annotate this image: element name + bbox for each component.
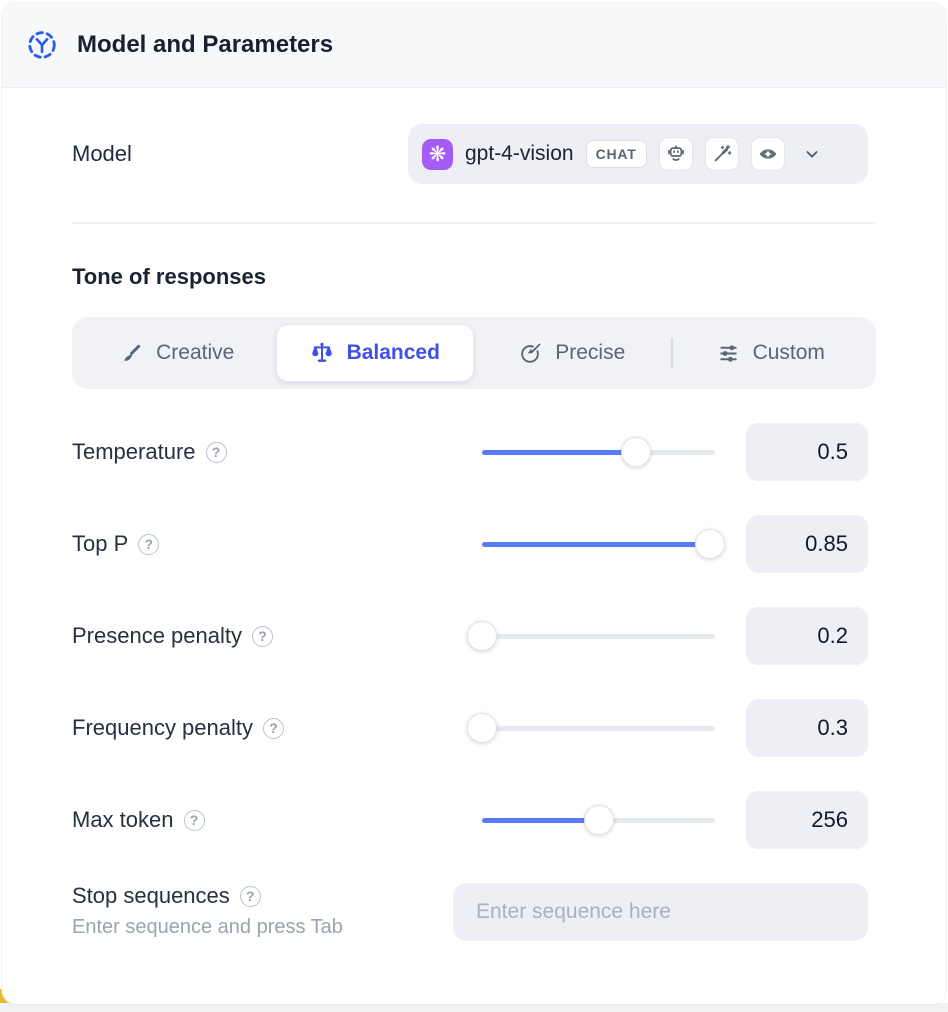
magic-wand-icon: [704, 137, 739, 171]
help-icon[interactable]: ?: [263, 717, 284, 739]
param-row-temperature: Temperature ? 0.5: [72, 423, 868, 481]
slider-track: [482, 634, 715, 639]
model-row: Model ❋ gpt-4-vision CHAT: [72, 124, 868, 184]
model-select[interactable]: ❋ gpt-4-vision CHAT: [408, 124, 868, 184]
param-row-top-p: Top P ? 0.85: [72, 515, 868, 573]
tab-precise[interactable]: Precise: [474, 324, 671, 382]
tone-tabs: Creative Balanced: [72, 317, 876, 389]
slider-fill: [482, 450, 636, 455]
page-title: Model and Parameters: [77, 31, 334, 58]
param-label: Max token: [72, 807, 174, 832]
parameters-section: Temperature ? 0.5 Top P ?: [2, 423, 946, 849]
help-icon[interactable]: ?: [183, 809, 205, 831]
balance-scale-icon: [310, 341, 334, 365]
paintbrush-icon: [120, 342, 143, 365]
param-row-frequency-penalty: Frequency penalty ? 0.3: [72, 699, 868, 757]
presence-penalty-slider[interactable]: [467, 621, 715, 651]
stop-sequences-hint: Enter sequence and press Tab: [72, 916, 343, 938]
param-row-presence-penalty: Presence penalty ? 0.2: [72, 607, 868, 665]
slider-fill: [482, 542, 711, 547]
slider-thumb[interactable]: [695, 529, 726, 559]
temperature-value[interactable]: 0.5: [746, 423, 868, 481]
tab-label: Precise: [555, 341, 626, 364]
slider-thumb[interactable]: [467, 621, 497, 651]
stop-sequences-label-block: Stop sequences ? Enter sequence and pres…: [72, 883, 343, 939]
help-icon[interactable]: ?: [239, 885, 261, 907]
frequency-penalty-slider[interactable]: [467, 713, 715, 743]
sliders-icon: [717, 342, 740, 365]
top-p-value[interactable]: 0.85: [746, 515, 868, 573]
max-token-value[interactable]: 256: [746, 791, 868, 849]
slider-track: [482, 726, 715, 731]
top-p-slider[interactable]: [482, 529, 726, 559]
card-header: Model and Parameters: [2, 3, 946, 88]
robot-icon: [658, 137, 693, 171]
slider-track: [482, 542, 715, 547]
model-node-icon: [26, 29, 58, 61]
slider-thumb[interactable]: [583, 805, 614, 835]
slider-track: [482, 450, 715, 455]
stop-sequences-label: Stop sequences: [72, 883, 230, 908]
param-label: Frequency penalty: [72, 715, 253, 740]
model-name: gpt-4-vision: [465, 142, 574, 165]
tab-label: Custom: [752, 341, 825, 364]
tab-balanced[interactable]: Balanced: [275, 324, 474, 382]
slider-fill: [482, 818, 599, 823]
help-icon[interactable]: ?: [138, 533, 160, 555]
stop-sequences-row: Stop sequences ? Enter sequence and pres…: [72, 883, 868, 941]
tab-label: Creative: [156, 341, 235, 364]
settings-card: Model and Parameters Model ❋ gpt-4-visio…: [2, 3, 946, 1004]
tab-label: Balanced: [346, 341, 440, 364]
model-label: Model: [72, 141, 132, 166]
param-label: Presence penalty: [72, 623, 242, 648]
tone-section-title: Tone of responses: [72, 264, 266, 289]
tab-separator: [670, 338, 673, 368]
vision-eye-icon: [750, 137, 785, 171]
help-icon[interactable]: ?: [252, 625, 273, 647]
tab-custom[interactable]: Custom: [673, 324, 870, 382]
frequency-penalty-value[interactable]: 0.3: [746, 699, 868, 757]
target-arrow-icon: [519, 341, 543, 365]
section-divider: [72, 222, 876, 224]
chat-type-badge: CHAT: [585, 140, 647, 168]
temperature-slider[interactable]: [482, 437, 715, 467]
presence-penalty-value[interactable]: 0.2: [746, 607, 868, 665]
chevron-down-icon: [803, 145, 821, 163]
param-label: Temperature: [72, 439, 196, 464]
openai-logo-icon: ❋: [422, 138, 453, 170]
max-token-slider[interactable]: [482, 805, 715, 835]
help-icon[interactable]: ?: [205, 441, 227, 463]
param-row-max-token: Max token ? 256: [72, 791, 868, 849]
stop-sequence-input[interactable]: [453, 883, 868, 941]
slider-thumb[interactable]: [620, 437, 651, 467]
param-label: Top P: [72, 531, 129, 556]
background-strip: [0, 1003, 948, 1012]
slider-thumb[interactable]: [467, 713, 497, 743]
tab-creative[interactable]: Creative: [79, 324, 276, 382]
